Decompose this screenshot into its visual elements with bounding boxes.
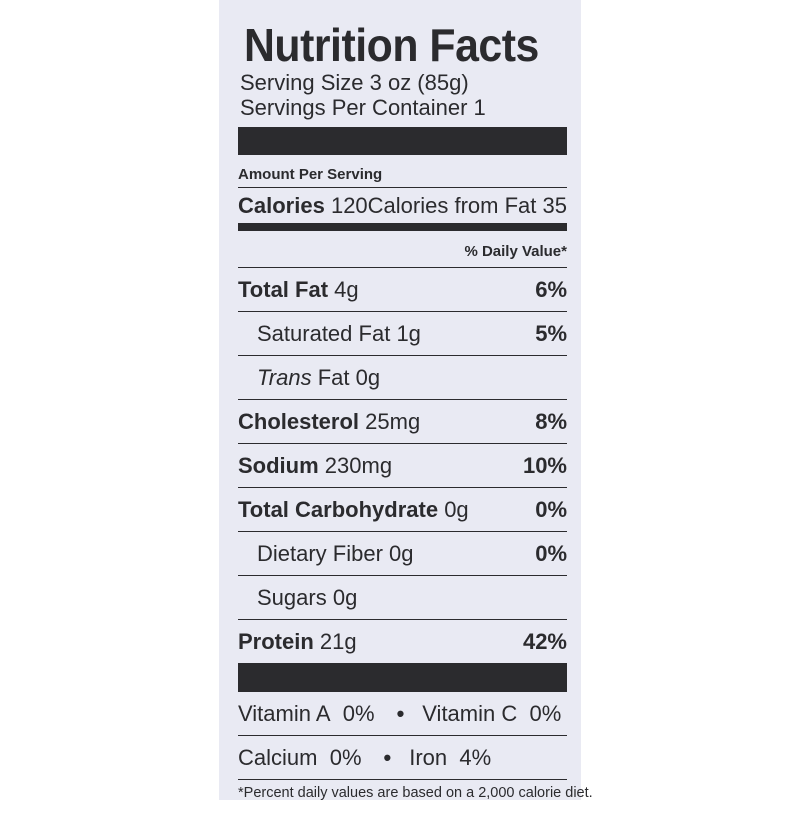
nutrient-amount: 0g xyxy=(444,496,469,522)
medium-divider xyxy=(238,223,567,231)
thick-divider xyxy=(238,663,567,692)
nutrient-dv: 5% xyxy=(535,320,567,346)
servings-per-container: Servings Per Container 1 xyxy=(240,95,486,120)
nutrient-row-total-carbohydrate: Total Carbohydrate 0g 0% xyxy=(238,488,567,531)
nutrient-amount: 0g xyxy=(332,584,358,610)
nutrition-label: Nutrition Facts Serving Size 3 oz (85g) … xyxy=(219,0,593,801)
nutrient-dv: 8% xyxy=(535,408,567,434)
footnote: *Percent daily values are based on a 2,0… xyxy=(238,785,593,801)
nutrient-name: Protein xyxy=(238,628,314,654)
bullet-separator: • xyxy=(383,744,392,770)
nutrient-name: Cholesterol xyxy=(238,408,360,434)
calories-from-fat-label: Calories from Fat xyxy=(367,192,537,218)
nutrient-row-sugars: Sugars 0g xyxy=(238,576,567,619)
divider xyxy=(238,531,567,532)
nutrient-row-dietary-fiber: Dietary Fiber 0g 0% xyxy=(238,532,567,575)
divider xyxy=(238,355,567,356)
calories-value: 120 xyxy=(330,192,368,218)
bullet-separator: • xyxy=(396,700,405,726)
divider xyxy=(238,399,567,400)
nutrient-name: Total Carbohydrate xyxy=(238,496,439,522)
nutrient-amount: 25mg xyxy=(365,408,421,434)
daily-value-header: % Daily Value* xyxy=(464,242,567,260)
divider xyxy=(238,575,567,576)
divider xyxy=(238,311,567,312)
divider xyxy=(238,779,567,780)
nutrient-amount: 1g xyxy=(396,320,421,346)
thick-divider xyxy=(238,127,567,155)
divider xyxy=(238,187,567,188)
nutrient-name: Saturated Fat xyxy=(257,320,391,346)
nutrient-amount: 4g xyxy=(334,276,359,302)
divider xyxy=(238,735,567,736)
nutrient-amount: 0g xyxy=(355,364,381,390)
vitamin-c-label: Vitamin C xyxy=(422,700,518,726)
divider xyxy=(238,487,567,488)
calories-label: Calories xyxy=(238,192,325,218)
nutrient-name: Sugars xyxy=(257,584,327,610)
vitamin-c-value: 0% xyxy=(529,700,562,726)
nutrient-amount: 230mg xyxy=(324,452,393,478)
calories-row: Calories 120 Calories from Fat 35 xyxy=(238,188,567,223)
iron-label: Iron xyxy=(409,744,448,770)
iron-value: 4% xyxy=(459,744,492,770)
nutrient-row-cholesterol: Cholesterol 25mg 8% xyxy=(238,400,567,443)
amount-per-serving: Amount Per Serving xyxy=(238,166,383,183)
nutrient-row-trans-fat: Trans Fat 0g xyxy=(238,356,567,399)
calories-from-fat-value: 35 xyxy=(542,192,567,218)
nutrient-name: Total Fat xyxy=(238,276,329,302)
nutrient-amount: 21g xyxy=(319,628,357,654)
calcium-label: Calcium xyxy=(238,744,318,770)
vitamin-row-2: Calcium 0% • Iron 4% xyxy=(238,736,567,779)
nutrient-row-sodium: Sodium 230mg 10% xyxy=(238,444,567,487)
nutrient-row-saturated-fat: Saturated Fat 1g 5% xyxy=(238,312,567,355)
divider xyxy=(238,443,567,444)
vitamin-row-1: Vitamin A 0% • Vitamin C 0% xyxy=(238,692,567,735)
divider xyxy=(238,619,567,620)
nutrient-row-total-fat: Total Fat 4g 6% xyxy=(238,268,567,311)
nutrient-dv: 42% xyxy=(522,628,567,654)
vitamin-a-value: 0% xyxy=(342,700,375,726)
calcium-value: 0% xyxy=(329,744,362,770)
nutrient-name: Dietary Fiber xyxy=(257,540,383,566)
nutrient-amount: 0g xyxy=(389,540,414,566)
nutrient-name-italic: Trans xyxy=(257,364,312,390)
serving-size: Serving Size 3 oz (85g) xyxy=(240,70,469,95)
nutrient-dv: 6% xyxy=(535,276,567,302)
nutrient-name: Fat xyxy=(317,364,350,390)
nutrient-row-protein: Protein 21g 42% xyxy=(238,620,567,663)
vitamin-a-label: Vitamin A xyxy=(238,700,331,726)
nutrient-dv: 0% xyxy=(535,540,567,566)
divider xyxy=(238,267,567,268)
nutrient-dv: 0% xyxy=(535,496,567,522)
nutrient-name: Sodium xyxy=(238,452,319,478)
nutrient-dv: 10% xyxy=(522,452,567,478)
label-title: Nutrition Facts xyxy=(244,19,539,71)
